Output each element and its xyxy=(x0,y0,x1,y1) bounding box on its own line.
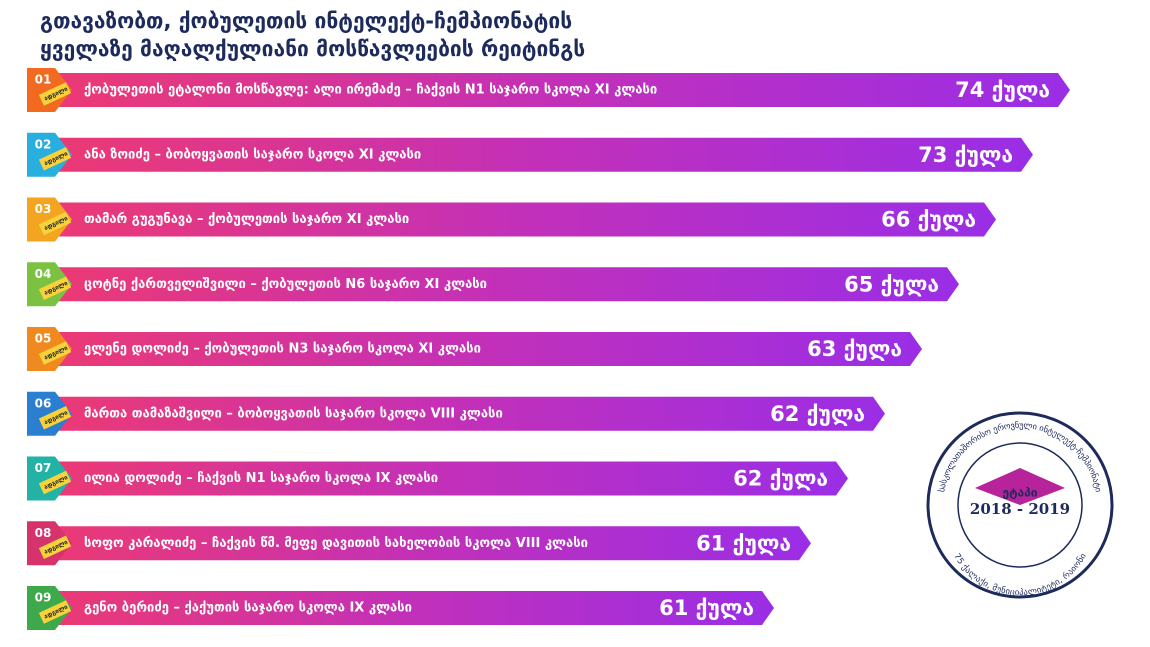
row-score: 61 ქულა xyxy=(696,531,791,555)
row-score: 66 ქულა xyxy=(881,208,976,232)
row-bar xyxy=(30,461,848,496)
row-text: ელენე დოლიძე – ქობულეთის N3 საჯარო სკოლა… xyxy=(84,342,481,357)
row-text: მართა თამაზაშვილი – ბობოყვათის საჯარო სკ… xyxy=(84,406,503,421)
stamp: ეტაპი 2018 - 2019 სასკოლათაშორისო ეროვნუ… xyxy=(926,411,1114,599)
badge-ribbon xyxy=(38,405,72,430)
row-bar xyxy=(30,591,774,625)
row-bar xyxy=(30,332,922,366)
badge-ribbon xyxy=(38,82,72,106)
row-text: ანა ზოიძე – ბობოყვათის საჯარო სკოლა XI კ… xyxy=(84,147,421,162)
row-bar xyxy=(30,137,1033,172)
title-line: გთავაზობთ, ქობულეთის ინტელექტ-ჩემპიონატი… xyxy=(40,9,572,33)
badge-ribbon xyxy=(38,600,72,624)
badge-number: 05 xyxy=(35,332,52,346)
title-line: ყველაზე მაღალქულიანი მოსწავლეების რეიტინ… xyxy=(40,37,585,61)
row-text: ცოტნე ქართველიშვილი – ქობულეთის N6 საჯარ… xyxy=(84,277,487,292)
badge-number: 09 xyxy=(35,591,52,605)
badge-number: 01 xyxy=(35,73,52,87)
row-score: 62 ქულა xyxy=(770,402,865,426)
row-bar xyxy=(30,526,811,561)
badge-number: 06 xyxy=(35,396,52,410)
badge-ribbon xyxy=(38,211,72,236)
badge-number: 02 xyxy=(35,137,52,151)
row-score: 65 ქულა xyxy=(844,272,939,296)
row-score: 62 ქულა xyxy=(733,467,828,491)
row-bar xyxy=(30,202,996,237)
row-text: გენო ბერიძე – ქაქუთის საჯარო სკოლა IX კლ… xyxy=(84,601,412,616)
row-text: სოფო კარალიძე – ჩაქვის წმ. მეფე დავითის … xyxy=(84,536,588,551)
badge-ribbon xyxy=(38,341,72,365)
badge-number: 04 xyxy=(35,267,52,281)
row-text: ილია დოლიძე – ჩაქვის N1 საჯარო სკოლა IX … xyxy=(84,471,438,486)
row-bar xyxy=(30,73,1070,107)
badge-ribbon xyxy=(38,276,72,301)
badge-ribbon xyxy=(38,470,72,495)
row-text: ქობულეთის ეტალონი მოსწავლე: ალი ირემაძე … xyxy=(84,83,657,98)
badge-ribbon xyxy=(38,146,72,171)
badge-ribbon xyxy=(38,535,72,560)
stamp-stage: ეტაპი xyxy=(1002,486,1037,500)
row-score: 73 ქულა xyxy=(918,143,1013,167)
row-score: 74 ქულა xyxy=(955,78,1050,102)
stamp-years: 2018 - 2019 xyxy=(970,500,1070,518)
row-text: თამარ გუგუნავა – ქობულეთის საჯარო XI კლა… xyxy=(84,212,409,227)
row-score: 61 ქულა xyxy=(659,596,754,620)
cap-icon xyxy=(975,468,1065,505)
badge-number: 07 xyxy=(35,461,52,475)
badge-number: 03 xyxy=(35,202,52,216)
row-bar xyxy=(30,267,959,302)
row-score: 63 ქულა xyxy=(807,337,902,361)
row-bar xyxy=(30,396,885,431)
badge-number: 08 xyxy=(35,526,52,540)
